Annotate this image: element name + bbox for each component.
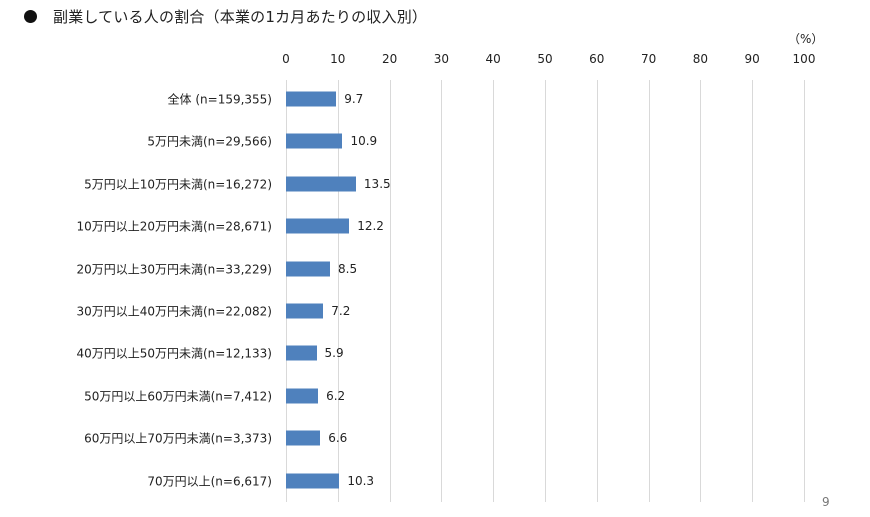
category-label: 60万円以上70万円未満(n=3,373) (84, 431, 272, 446)
gridline (648, 80, 650, 502)
category-label: 5万円未満(n=29,566) (147, 134, 272, 149)
value-label: 10.9 (350, 134, 378, 149)
category-label: 全体 (n=159,355) (167, 92, 272, 107)
category-label: 40万円以上50万円未満(n=12,133) (76, 346, 272, 361)
bar (286, 261, 331, 277)
category-label: 50万円以上60万円未満(n=7,412) (84, 389, 272, 404)
value-label: 12.2 (357, 219, 384, 234)
bar (286, 303, 324, 319)
x-tick-label: 90 (744, 52, 760, 66)
bar (286, 218, 350, 234)
value-label: 10.3 (347, 473, 375, 488)
category-label: 10万円以上20万円未満(n=28,671) (76, 219, 272, 234)
chart-title-text: 副業している人の割合（本業の1カ月あたりの収入別） (53, 8, 428, 26)
bar (286, 91, 337, 107)
gridline (752, 80, 754, 502)
gridline (337, 80, 339, 502)
x-tick-label: 40 (485, 52, 501, 66)
value-label: 9.7 (344, 92, 364, 106)
value-label: 5.9 (324, 346, 344, 361)
bar (286, 133, 343, 149)
chart-title: 副業している人の割合（本業の1カ月あたりの収入別） (10, 6, 427, 27)
x-tick-label: 10 (330, 52, 346, 66)
value-label: 8.5 (338, 261, 358, 276)
bar (286, 176, 356, 192)
category-label: 20万円以上30万円未満(n=33,229) (76, 262, 272, 277)
gridline (596, 80, 598, 502)
gridline (493, 80, 495, 502)
bar (286, 388, 319, 404)
value-label: 6.2 (326, 388, 346, 403)
gridline (441, 80, 443, 502)
gridline (804, 80, 805, 502)
x-tick-label: 0 (282, 52, 290, 66)
value-label: 6.6 (328, 431, 348, 446)
x-tick-label: 80 (692, 52, 709, 66)
category-label: 5万円以上10万円未満(n=16,272) (84, 177, 272, 192)
category-label: 30万円以上40万円未満(n=22,082) (76, 304, 272, 319)
x-tick-label: 60 (589, 52, 605, 66)
unit-label: （%） (788, 32, 824, 46)
value-label: 7.2 (331, 304, 351, 318)
x-tick-label: 70 (640, 52, 657, 66)
bullet-icon (24, 10, 37, 23)
page-number: 9 (822, 495, 830, 509)
category-label: 70万円以上(n=6,617) (147, 474, 272, 489)
x-tick-label: 20 (381, 52, 398, 66)
x-tick-label: 50 (537, 52, 553, 66)
x-tick-label: 30 (433, 52, 450, 66)
bar (286, 430, 321, 446)
value-label: 13.5 (363, 176, 391, 191)
bar (286, 473, 340, 489)
gridline (545, 80, 546, 502)
gridline (389, 80, 391, 502)
gridline (700, 80, 702, 502)
gridline (286, 80, 287, 502)
bar (286, 345, 317, 361)
x-tick-label: 100 (792, 52, 816, 66)
